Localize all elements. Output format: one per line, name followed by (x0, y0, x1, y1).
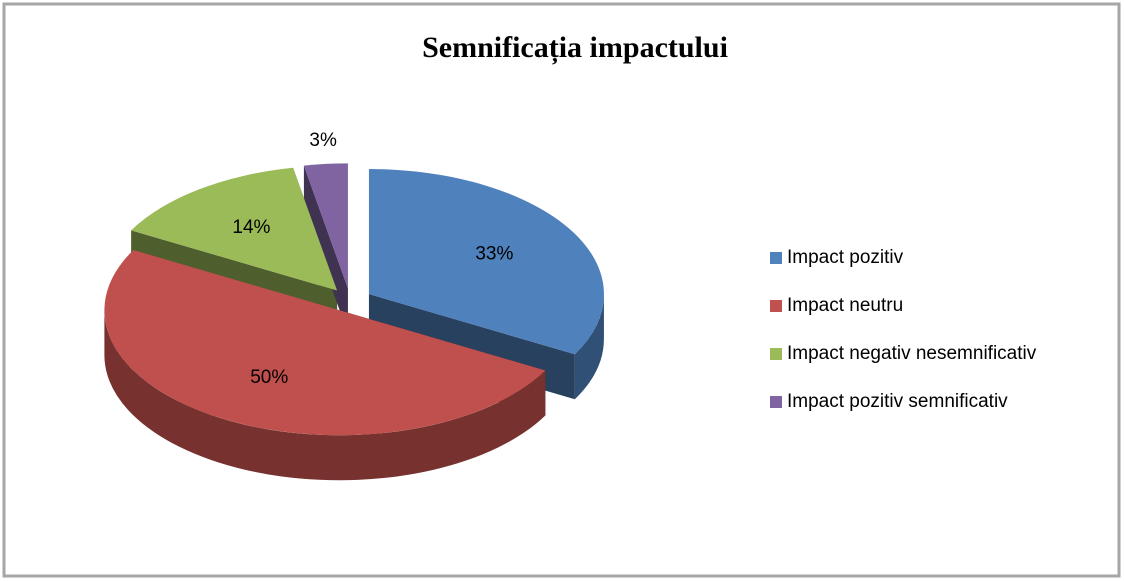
legend-label: Impact pozitiv semnificativ (787, 391, 1008, 412)
data-label: 3% (309, 130, 337, 151)
legend-swatch (770, 300, 782, 312)
legend-swatch (770, 252, 782, 264)
legend: Impact pozitiv Impact neutru Impact negati… (770, 247, 1037, 412)
chart-title: Semnificația impactului (422, 31, 728, 65)
slice-side (104, 310, 546, 481)
slice (131, 167, 338, 291)
slice-side (574, 294, 604, 400)
slice (104, 250, 546, 436)
data-label: 50% (250, 367, 288, 388)
data-label: 33% (475, 244, 513, 265)
slice-wall (303, 165, 348, 334)
legend-label: Impact neutru (787, 295, 903, 316)
legend-label: Impact pozitiv (787, 247, 904, 268)
legend-swatch (770, 348, 782, 360)
pie: 33% 50% 14% 3% (104, 130, 604, 481)
legend-label: Impact negativ nesemnificativ (787, 343, 1037, 364)
data-label: 14% (232, 217, 270, 238)
slice (368, 169, 604, 355)
slice (303, 163, 348, 289)
legend-swatch (770, 396, 782, 408)
